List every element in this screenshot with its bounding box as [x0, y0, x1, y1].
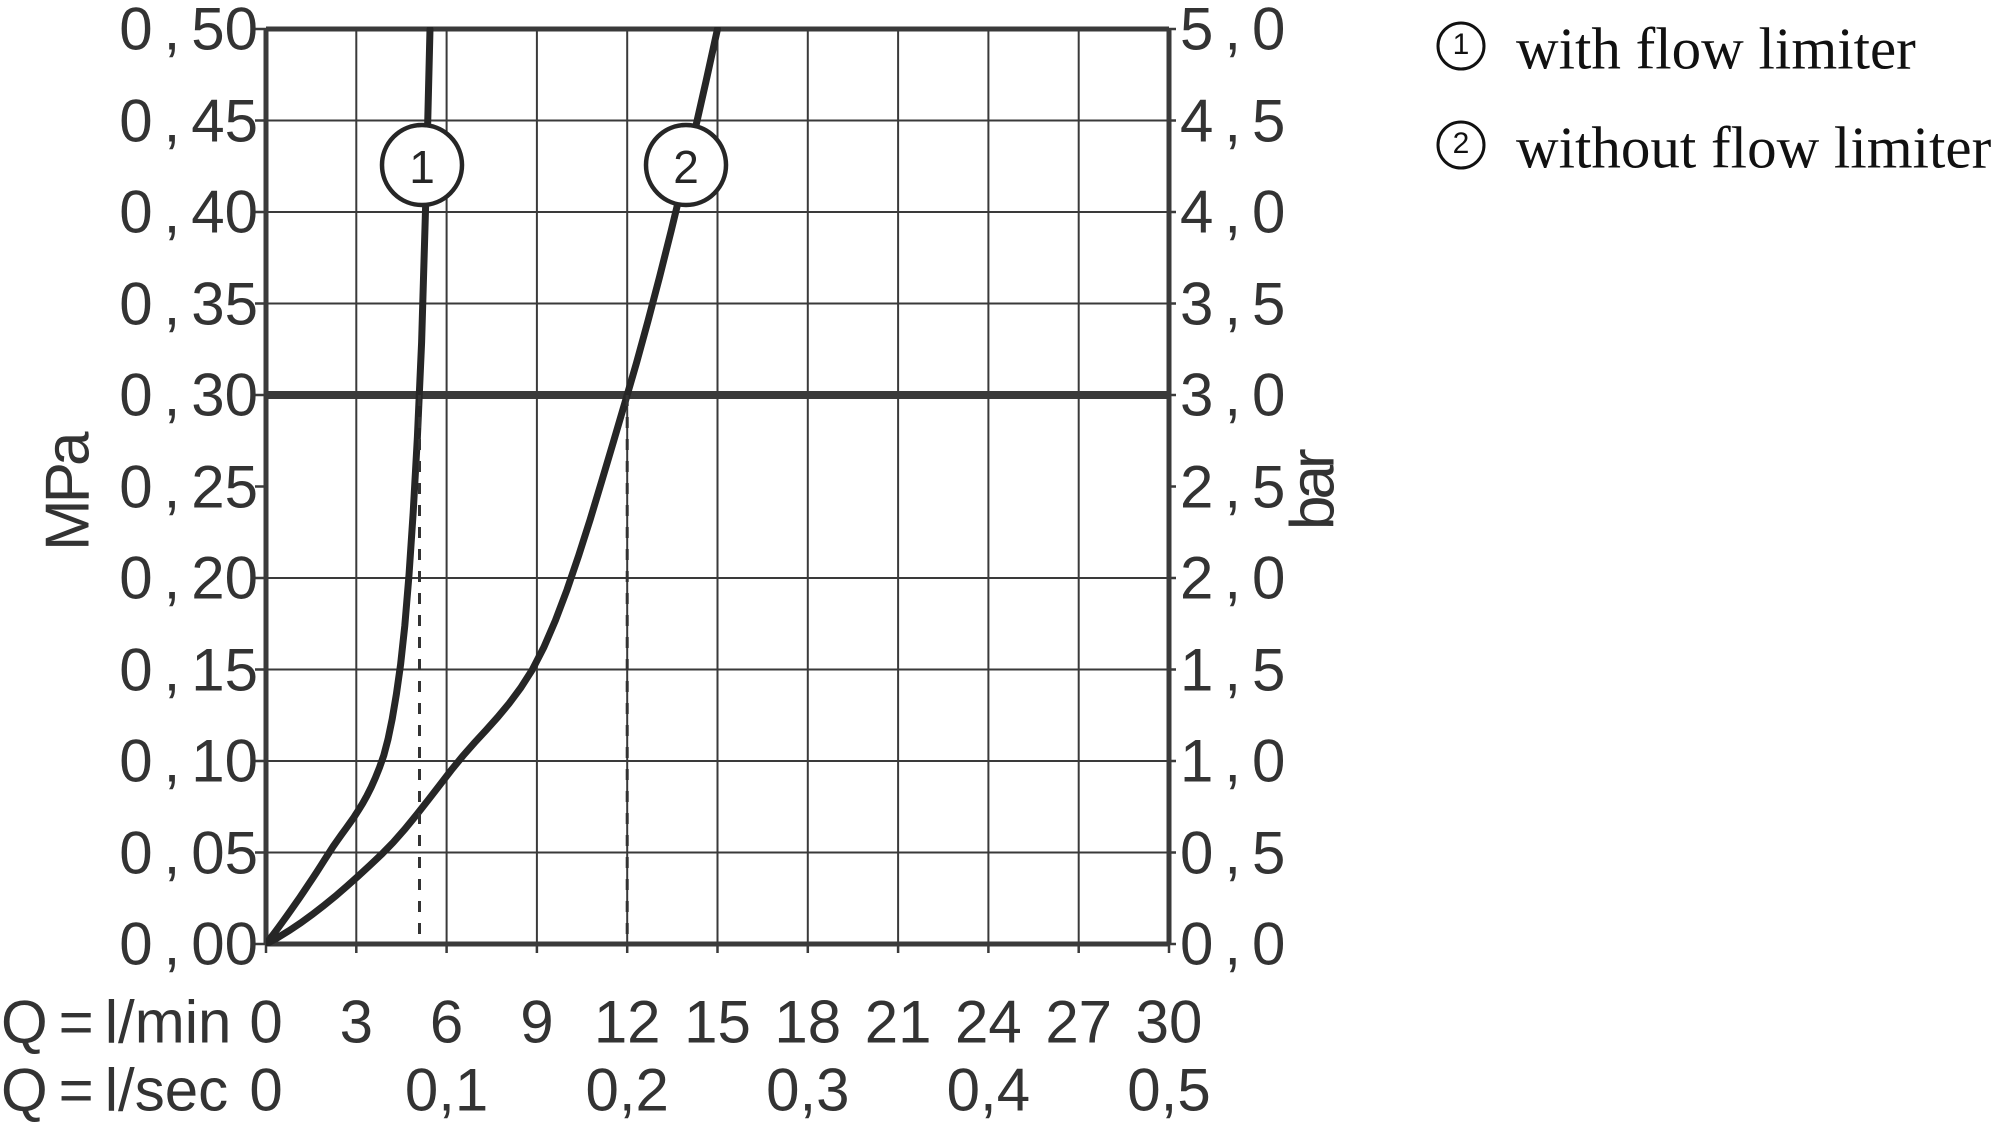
svg-text:2: 2	[673, 141, 699, 193]
svg-text:1: 1	[409, 141, 435, 193]
